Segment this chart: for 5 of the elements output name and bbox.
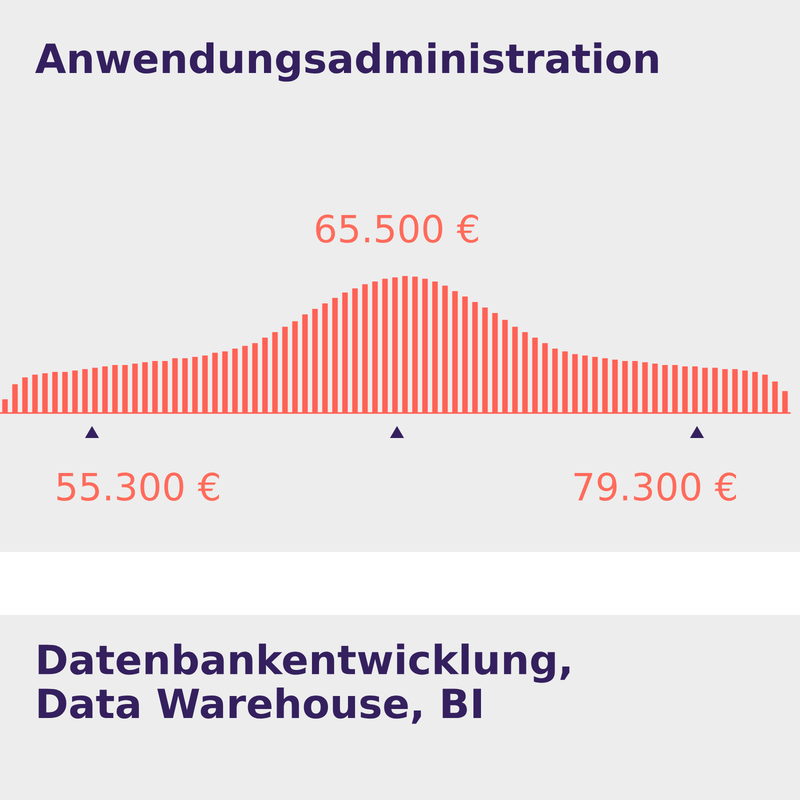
text: Datenbankentwicklung, Data Warehouse, BI [38,644,570,724]
text: 79.300 € [574,472,736,501]
chart-title: Anwendungsadministration [35,42,658,82]
text: 55.300 € [57,472,220,501]
text: 65.500 € [316,214,478,243]
